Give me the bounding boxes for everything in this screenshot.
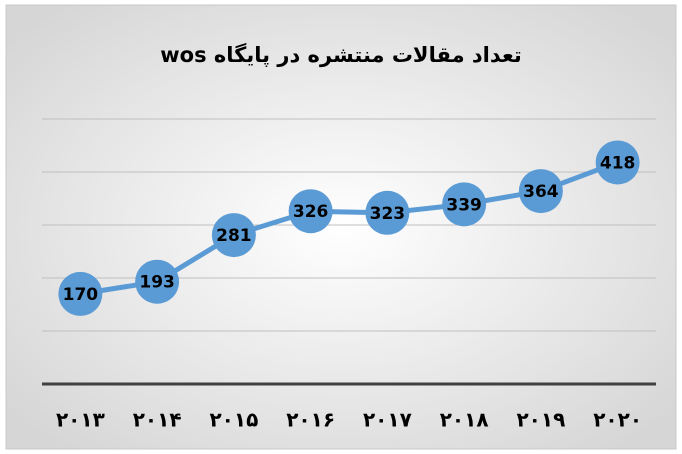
data-label: 326 <box>293 202 329 222</box>
data-label: 323 <box>370 204 406 224</box>
data-label: 418 <box>600 153 636 173</box>
marker <box>58 271 103 316</box>
x-tick-label: ۲۰۱۳ <box>56 408 105 432</box>
data-label: 339 <box>446 195 482 215</box>
marker <box>518 169 563 214</box>
marker <box>595 140 640 185</box>
chart-title: تعداد مقالات منتشره در پایگاه wos <box>160 42 521 67</box>
x-tick-label: ۲۰۱۵ <box>209 408 258 432</box>
marker <box>288 189 333 234</box>
x-tick-label: ۲۰۱۷ <box>363 408 412 432</box>
x-tick-label: ۲۰۲۰ <box>593 408 642 432</box>
x-tick-label: ۲۰۱۸ <box>440 408 489 432</box>
x-tick-label: ۲۰۱۴ <box>133 408 182 432</box>
data-label: 364 <box>523 182 559 202</box>
data-label: 193 <box>139 273 175 293</box>
marker <box>135 259 180 304</box>
marker <box>442 182 487 227</box>
data-label: 281 <box>216 226 252 246</box>
marker <box>211 213 256 258</box>
x-tick-label: ۲۰۱۶ <box>286 408 335 432</box>
marker <box>365 190 410 235</box>
chart-area <box>5 4 677 450</box>
x-tick-label: ۲۰۱۹ <box>516 408 565 432</box>
data-label: 170 <box>63 285 99 305</box>
